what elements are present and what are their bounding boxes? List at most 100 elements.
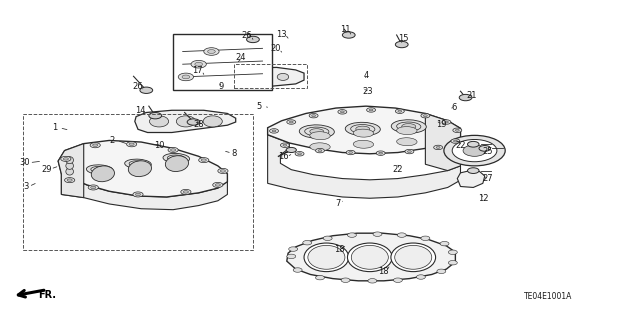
Ellipse shape <box>310 129 324 134</box>
Circle shape <box>338 110 347 114</box>
Ellipse shape <box>125 159 151 169</box>
Circle shape <box>298 153 301 155</box>
Circle shape <box>204 48 219 55</box>
Circle shape <box>405 149 414 154</box>
Circle shape <box>316 275 324 280</box>
Circle shape <box>91 186 96 189</box>
Polygon shape <box>268 106 461 154</box>
Circle shape <box>293 268 302 272</box>
Text: 8: 8 <box>231 149 236 158</box>
Ellipse shape <box>86 165 113 174</box>
Bar <box>173 34 272 90</box>
Text: 17: 17 <box>192 66 203 75</box>
Circle shape <box>289 121 293 123</box>
Circle shape <box>286 147 296 152</box>
Circle shape <box>133 192 143 197</box>
Ellipse shape <box>150 116 169 127</box>
Circle shape <box>452 139 497 162</box>
Circle shape <box>129 143 134 145</box>
Circle shape <box>316 148 324 153</box>
Circle shape <box>376 151 385 155</box>
Circle shape <box>136 193 141 196</box>
Circle shape <box>220 170 225 172</box>
Text: 13: 13 <box>276 30 287 39</box>
Circle shape <box>440 241 449 246</box>
Circle shape <box>61 156 71 161</box>
Circle shape <box>456 129 460 131</box>
Text: 23: 23 <box>363 87 373 96</box>
Ellipse shape <box>163 153 189 163</box>
Circle shape <box>437 269 446 273</box>
Circle shape <box>168 147 178 152</box>
Circle shape <box>340 111 344 113</box>
Text: 9: 9 <box>218 82 223 91</box>
Ellipse shape <box>402 123 416 129</box>
Text: 2: 2 <box>110 136 115 145</box>
Circle shape <box>421 236 430 241</box>
Circle shape <box>127 142 137 147</box>
Text: 3: 3 <box>24 182 29 191</box>
Ellipse shape <box>391 243 436 271</box>
Ellipse shape <box>397 138 417 146</box>
Circle shape <box>183 191 188 193</box>
Circle shape <box>318 150 322 152</box>
Circle shape <box>436 146 440 148</box>
Circle shape <box>479 145 490 151</box>
Circle shape <box>212 182 223 188</box>
Ellipse shape <box>353 129 374 137</box>
Circle shape <box>289 247 298 251</box>
Circle shape <box>408 151 412 152</box>
Ellipse shape <box>66 162 74 169</box>
Text: 24: 24 <box>235 53 245 62</box>
Circle shape <box>369 109 373 111</box>
Circle shape <box>368 278 377 283</box>
Text: 15: 15 <box>398 34 408 43</box>
Circle shape <box>283 144 287 146</box>
Circle shape <box>295 152 304 156</box>
Polygon shape <box>61 174 227 210</box>
Bar <box>23 114 253 250</box>
Polygon shape <box>458 171 484 188</box>
Text: FR.: FR. <box>38 290 56 300</box>
Ellipse shape <box>92 166 115 182</box>
Ellipse shape <box>310 132 330 140</box>
Polygon shape <box>268 135 461 198</box>
Polygon shape <box>287 233 456 281</box>
Circle shape <box>195 62 202 66</box>
Text: 26: 26 <box>241 31 252 40</box>
Ellipse shape <box>351 245 388 269</box>
Circle shape <box>187 119 200 125</box>
Circle shape <box>93 144 98 146</box>
Text: 30: 30 <box>20 158 30 167</box>
Circle shape <box>323 236 332 241</box>
Circle shape <box>280 143 289 147</box>
Circle shape <box>417 275 426 279</box>
Circle shape <box>373 232 382 236</box>
Circle shape <box>65 178 75 183</box>
Ellipse shape <box>244 73 255 80</box>
Ellipse shape <box>277 73 289 80</box>
Bar <box>234 64 307 88</box>
Polygon shape <box>135 110 236 132</box>
Circle shape <box>346 150 355 155</box>
Text: 26: 26 <box>132 82 143 91</box>
Circle shape <box>303 241 312 245</box>
Circle shape <box>449 250 458 255</box>
Circle shape <box>88 185 99 190</box>
Ellipse shape <box>353 140 374 148</box>
Circle shape <box>287 254 296 259</box>
Circle shape <box>396 41 408 48</box>
Text: 10: 10 <box>154 141 164 150</box>
Circle shape <box>453 128 462 132</box>
Circle shape <box>451 139 460 143</box>
Ellipse shape <box>310 143 330 151</box>
Ellipse shape <box>176 116 195 127</box>
Ellipse shape <box>165 156 189 172</box>
Ellipse shape <box>308 245 345 269</box>
Text: 29: 29 <box>42 165 52 174</box>
Circle shape <box>287 120 296 124</box>
Text: 20: 20 <box>270 44 280 54</box>
Text: 11: 11 <box>340 25 351 34</box>
Text: 27: 27 <box>482 174 493 183</box>
Circle shape <box>182 75 189 79</box>
